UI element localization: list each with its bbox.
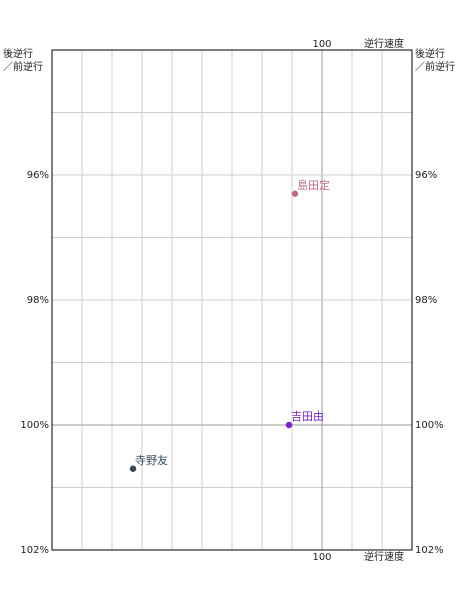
y-tick-label: 102% — [20, 545, 49, 556]
point — [291, 190, 299, 197]
y-tick-label: 98% — [415, 295, 437, 306]
y-tick-label: 96% — [27, 170, 49, 181]
y-axis-label: 後逆行 — [3, 47, 33, 60]
y-tick-label: 98% — [27, 295, 49, 306]
y-tick-label: 96% — [415, 170, 437, 181]
x-axis-label: 逆行速度 — [364, 550, 404, 563]
y-axis-label: 後逆行 — [415, 47, 445, 60]
y-tick-label: 102% — [415, 545, 444, 556]
point-label: 島田定 — [297, 178, 330, 192]
point-label: 吉田由 — [291, 409, 324, 423]
y-axis-label: ／前逆行 — [3, 60, 43, 73]
point — [129, 465, 137, 472]
point — [285, 421, 293, 429]
x-tick-label: 100 — [312, 552, 331, 563]
y-tick-label: 100% — [415, 420, 444, 431]
y-axis-label: ／前逆行 — [415, 60, 455, 73]
y-tick-label: 100% — [20, 420, 49, 431]
plot-border — [51, 49, 413, 551]
x-tick-label: 100 — [312, 39, 331, 50]
point-label: 寺野友 — [135, 453, 168, 467]
x-axis-label: 逆行速度 — [364, 37, 404, 50]
